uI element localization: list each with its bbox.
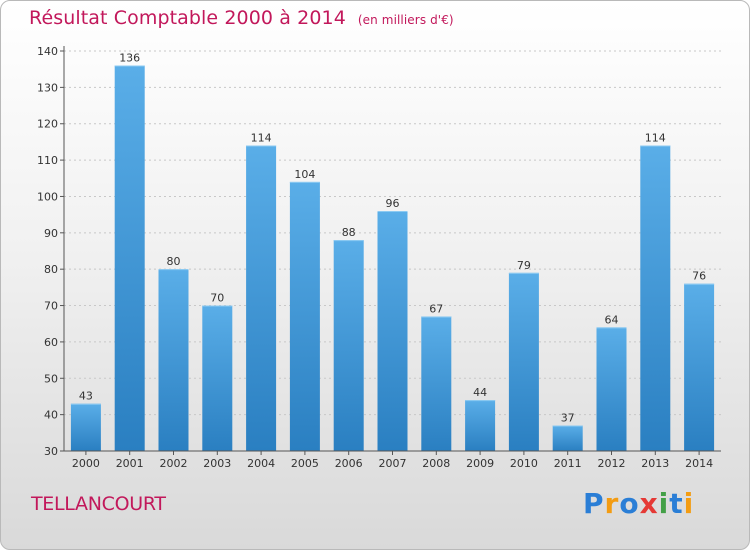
logo-letter: P (583, 487, 605, 520)
data-label: 114 (251, 132, 272, 145)
logo-letter: i (683, 487, 695, 520)
chart-title-text: Résultat Comptable 2000 à 2014 (29, 7, 346, 29)
bar (70, 403, 101, 451)
data-label: 43 (79, 390, 93, 403)
y-tick-label: 50 (44, 372, 58, 385)
data-label: 64 (605, 313, 619, 326)
y-tick-label: 70 (44, 300, 58, 313)
y-tick-label: 110 (37, 154, 58, 167)
x-tick-label: 2012 (598, 457, 626, 470)
chart-unit: (en milliers d'€) (357, 13, 454, 27)
x-tick-label: 2000 (72, 457, 100, 470)
y-tick-label: 140 (37, 45, 58, 58)
chart-title: Résultat Comptable 2000 à 2014 (en millie… (29, 7, 454, 29)
commune-name: TELLANCOURT (31, 493, 166, 515)
x-tick-label: 2013 (641, 457, 669, 470)
data-label: 67 (429, 302, 443, 315)
y-tick-label: 40 (44, 409, 58, 422)
x-tick-label: 2008 (422, 457, 450, 470)
data-label: 136 (119, 52, 140, 65)
x-tick-label: 2004 (247, 457, 275, 470)
bar (333, 240, 364, 451)
y-tick-label: 120 (37, 118, 58, 131)
x-tick-label: 2003 (203, 457, 231, 470)
logo-letter: o (619, 487, 640, 520)
data-label: 76 (692, 270, 706, 283)
data-label: 37 (561, 412, 575, 425)
bar (377, 211, 408, 451)
x-tick-label: 2009 (466, 457, 494, 470)
x-tick-label: 2014 (685, 457, 713, 470)
data-label: 79 (517, 259, 531, 272)
x-tick-label: 2001 (116, 457, 144, 470)
bar (421, 316, 452, 451)
y-tick-label: 90 (44, 227, 58, 240)
bar (114, 65, 145, 451)
y-tick-label: 80 (44, 263, 58, 276)
proxiti-logo: Proxiti (583, 487, 694, 520)
bar (158, 269, 189, 451)
x-tick-label: 2011 (554, 457, 582, 470)
logo-letter: i (658, 487, 670, 520)
data-label: 96 (386, 197, 400, 210)
data-label: 114 (645, 132, 666, 145)
y-tick-label: 60 (44, 336, 58, 349)
bar (552, 425, 583, 451)
data-label: 104 (294, 168, 315, 181)
data-label: 80 (167, 255, 181, 268)
bar (465, 400, 496, 451)
y-tick-label: 30 (44, 445, 58, 458)
x-tick-label: 2005 (291, 457, 319, 470)
logo-letter: t (669, 487, 684, 520)
logo-letter: x (639, 487, 659, 520)
x-tick-label: 2002 (160, 457, 188, 470)
bar (684, 283, 715, 451)
y-tick-label: 130 (37, 81, 58, 94)
data-label: 70 (210, 292, 224, 305)
y-tick-label: 100 (37, 190, 58, 203)
x-tick-label: 2007 (379, 457, 407, 470)
logo-letter: r (604, 487, 620, 520)
bar (596, 327, 627, 451)
bar (246, 145, 277, 451)
bar (508, 272, 539, 451)
bar (202, 305, 233, 451)
x-tick-label: 2006 (335, 457, 363, 470)
data-label: 44 (473, 386, 487, 399)
data-label: 88 (342, 226, 356, 239)
bar (289, 181, 320, 451)
bar (640, 145, 671, 451)
x-tick-label: 2010 (510, 457, 538, 470)
